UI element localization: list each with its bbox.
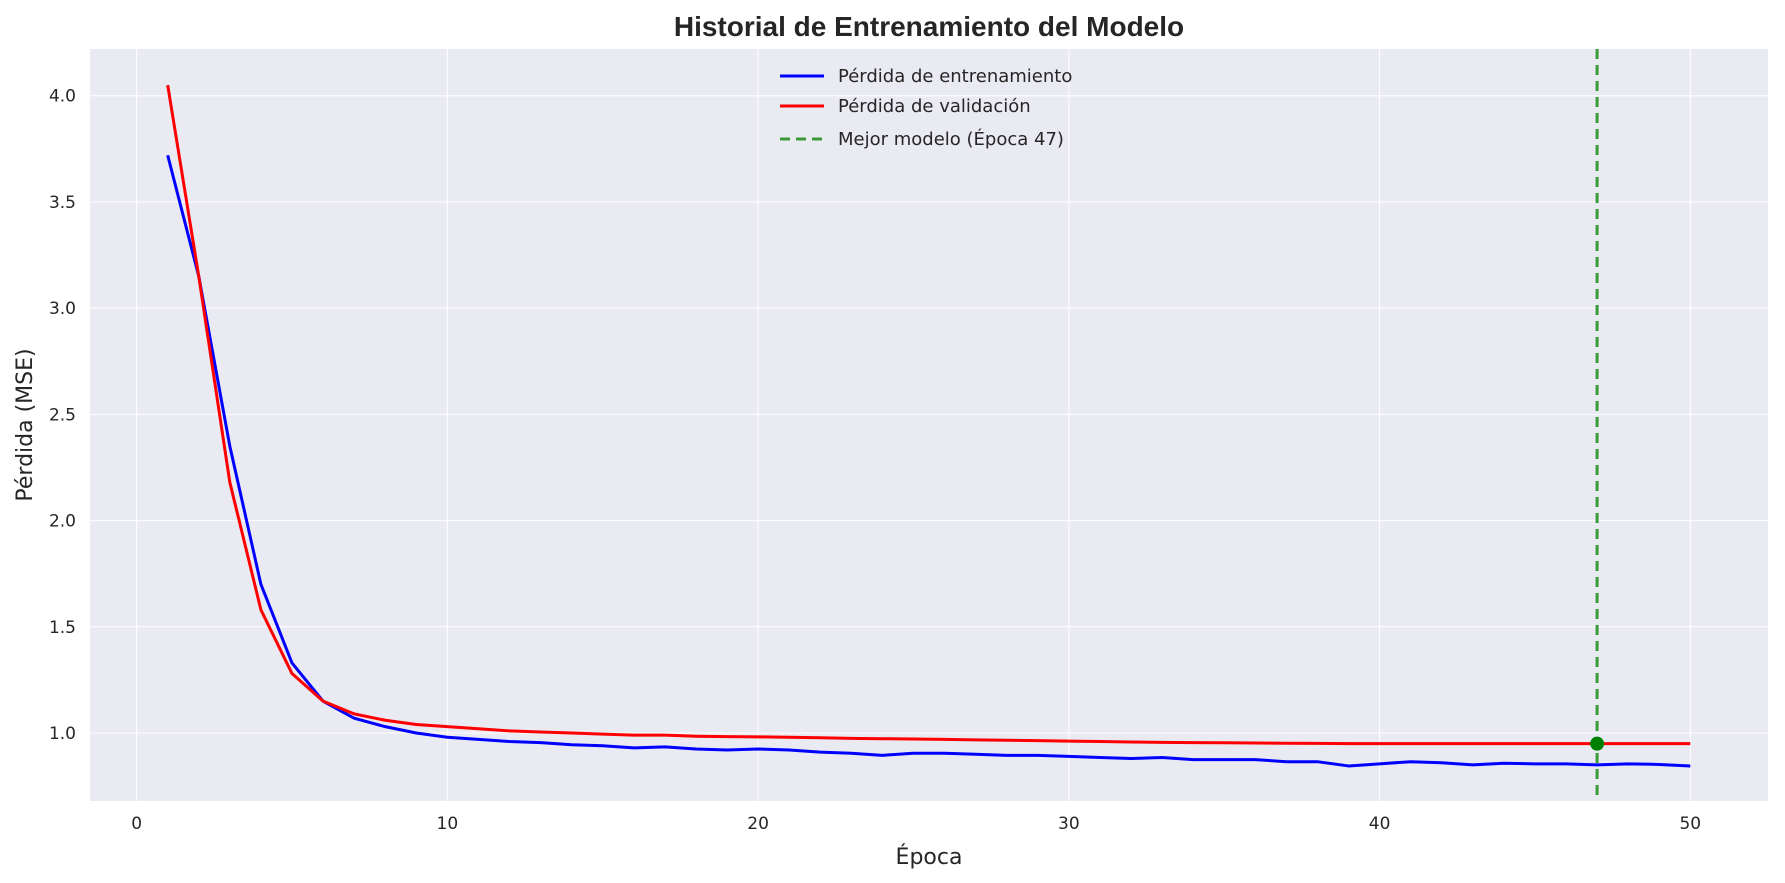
x-tick-label: 50	[1679, 814, 1701, 834]
y-tick-label: 2.0	[49, 512, 76, 532]
y-tick-label: 1.5	[49, 618, 76, 638]
legend-val-label: Pérdida de validación	[838, 96, 1031, 117]
axis-ticks: 0 10 20 30 40 50 1.0 1.5 2.0 2.5 3.0 3.5 4.0	[49, 87, 1701, 834]
x-tick-label: 0	[131, 814, 142, 834]
best-model-marker	[1590, 49, 1605, 801]
chart-title: Historial de Entrenamiento del Modelo	[674, 11, 1184, 42]
legend-train-label: Pérdida de entrenamiento	[838, 66, 1072, 87]
best-model-point	[1590, 736, 1605, 751]
x-tick-label: 30	[1058, 814, 1080, 834]
y-tick-label: 3.5	[49, 193, 76, 213]
grid-lines	[90, 49, 1768, 801]
plot-background	[90, 49, 1768, 801]
val-loss-line	[166, 84, 1691, 746]
series-lines	[166, 84, 1691, 768]
legend-best-label: Mejor modelo (Época 47)	[838, 128, 1064, 150]
train-loss-line	[166, 154, 1691, 768]
y-tick-label: 1.0	[49, 724, 76, 744]
y-tick-label: 2.5	[49, 405, 76, 425]
y-axis-label: Pérdida (MSE)	[13, 348, 38, 501]
x-tick-label: 40	[1369, 814, 1391, 834]
x-tick-label: 20	[747, 814, 769, 834]
x-tick-label: 10	[437, 814, 459, 834]
legend: Pérdida de entrenamiento Pérdida de vali…	[780, 66, 1072, 150]
y-tick-label: 3.0	[49, 299, 76, 319]
y-tick-label: 4.0	[49, 87, 76, 107]
x-axis-label: Época	[896, 844, 963, 870]
